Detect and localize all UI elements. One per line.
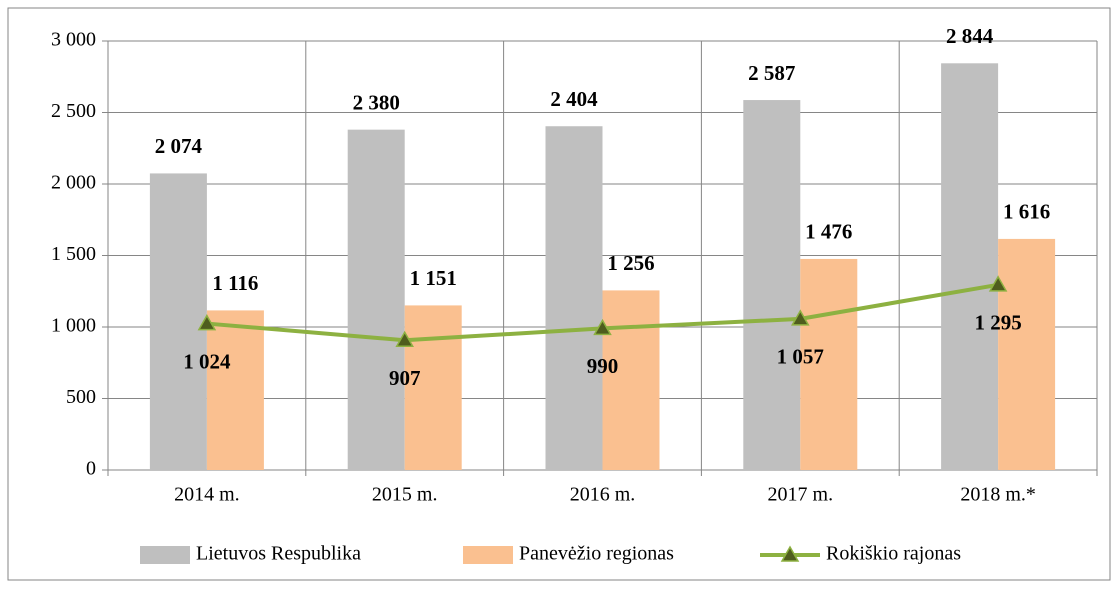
data-label: 2 844 — [946, 24, 994, 48]
marker — [988, 275, 1008, 292]
y-tick-label: 1 500 — [51, 243, 96, 265]
marker — [791, 309, 810, 326]
bar — [404, 305, 462, 470]
x-tick-label: 2014 m. — [174, 484, 240, 506]
data-label: 1 151 — [410, 266, 457, 290]
y-tick-label: 1 000 — [51, 315, 96, 337]
y-tick-label: 2 500 — [51, 100, 96, 122]
x-tick-label: 2018 m.* — [960, 484, 1036, 506]
data-label: 1 295 — [974, 311, 1021, 335]
chart-frame — [7, 7, 1111, 581]
legend-marker — [780, 545, 800, 562]
marker — [197, 314, 217, 331]
y-tick-label: 500 — [66, 386, 96, 408]
data-label: 1 057 — [777, 345, 824, 369]
data-label: 1 024 — [183, 349, 231, 373]
y-tick-label: 2 000 — [51, 172, 96, 194]
bar — [998, 238, 1056, 470]
bar — [149, 173, 207, 470]
legend-label: Rokiškio rajonas — [826, 543, 961, 565]
marker — [593, 318, 612, 336]
data-label: 1 256 — [607, 251, 654, 275]
data-label: 2 404 — [550, 87, 598, 111]
data-label: 1 476 — [805, 220, 852, 244]
data-label: 2 074 — [155, 134, 203, 158]
y-tick-label: 3 000 — [51, 29, 96, 51]
bar — [941, 63, 999, 471]
data-label: 1 616 — [1003, 200, 1050, 224]
y-tick-label: 0 — [86, 458, 96, 480]
data-label: 990 — [587, 354, 619, 378]
x-tick-label: 2017 m. — [768, 484, 834, 506]
bar — [602, 290, 660, 470]
bar — [800, 258, 858, 470]
marker — [395, 330, 414, 348]
legend-swatch — [140, 546, 190, 564]
x-tick-label: 2015 m. — [372, 484, 438, 506]
bar — [743, 100, 801, 471]
data-label: 2 380 — [353, 90, 400, 114]
data-label: 2 587 — [748, 61, 795, 85]
data-label: 907 — [389, 366, 421, 390]
legend-label: Panevėžio regionas — [519, 543, 674, 565]
bar — [545, 126, 603, 470]
legend-label: Lietuvos Respublika — [196, 543, 361, 565]
bar — [206, 310, 264, 470]
bar — [347, 129, 405, 470]
x-tick-label: 2016 m. — [570, 484, 636, 506]
data-label: 1 116 — [212, 271, 258, 295]
legend-swatch — [463, 546, 513, 564]
